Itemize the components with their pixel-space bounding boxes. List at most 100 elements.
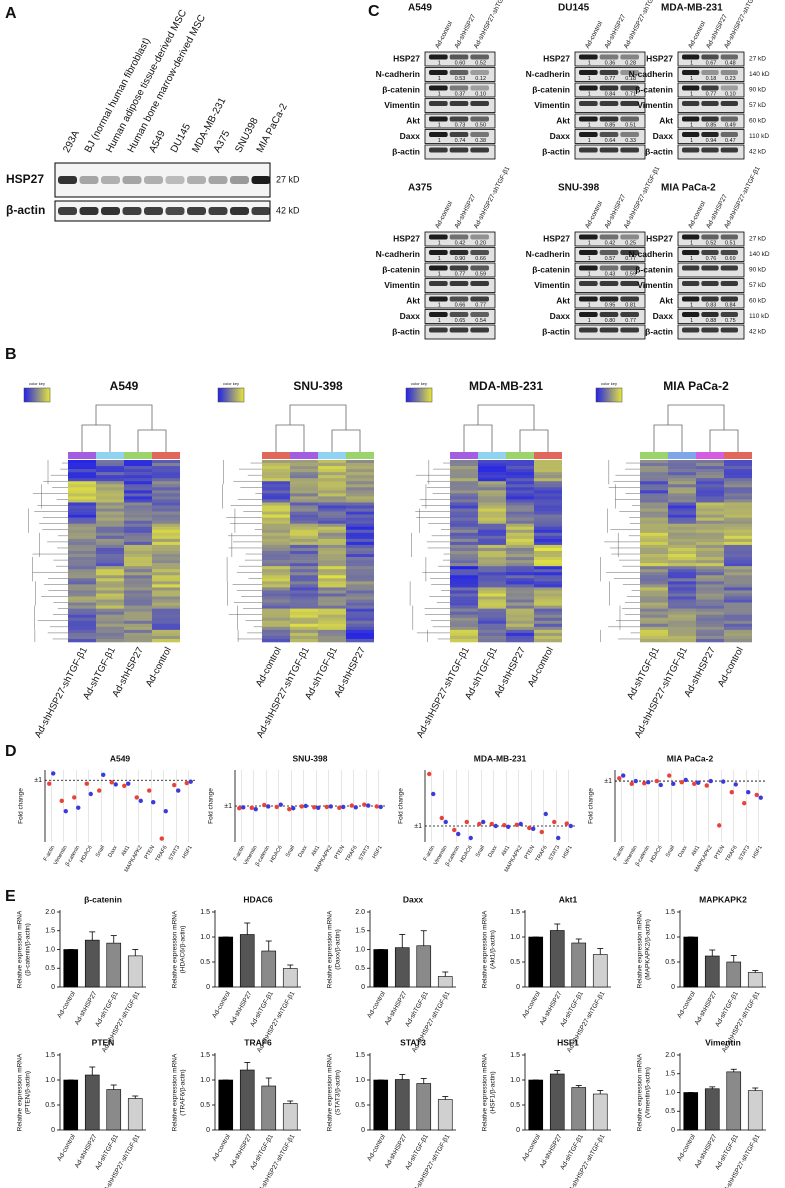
heatmap-cell: [640, 541, 668, 546]
heatmap-cell: [96, 544, 124, 549]
heatmap-cell: [346, 529, 374, 534]
heatmap-cell: [640, 535, 668, 540]
row-label: Vimentin: [384, 100, 420, 110]
y-axis-label: Relative expression mRNA: [637, 1053, 644, 1131]
heatmap-cell: [68, 523, 96, 528]
heatmap-cell: [68, 551, 96, 555]
blot-value: 0.67: [706, 60, 717, 66]
heatmap-cell: [640, 478, 668, 482]
heatmap-cell: [318, 602, 346, 606]
heatmap-cell: [152, 611, 180, 615]
heatmap-cell: [124, 517, 152, 521]
heatmap-cell: [262, 487, 290, 491]
y-tick-label: 1.5: [45, 1052, 55, 1059]
heatmap-cell: [450, 626, 478, 631]
heatmap-cell: [96, 629, 124, 634]
heatmap-cell: [262, 484, 290, 488]
heatmap-cell: [318, 529, 346, 534]
heatmap-cell: [290, 614, 318, 619]
row-label: Vimentin: [384, 280, 420, 290]
heatmap-cell: [290, 638, 318, 643]
blot-band: [720, 250, 738, 255]
heatmap-cell: [346, 505, 374, 509]
heatmap-cell: [696, 499, 724, 503]
heatmap-cell: [478, 544, 506, 549]
blot-value: 1: [438, 318, 441, 324]
blot-band: [470, 101, 489, 106]
blot-band: [701, 312, 719, 317]
x-tick-label: Ad-shHSP27-shTGF-β1: [566, 1133, 607, 1188]
y-axis-label: (MAPKAPK2/β-actin): [645, 919, 652, 980]
heatmap-cell: [506, 569, 534, 573]
blot-band: [470, 132, 489, 137]
heatmap-cell: [506, 499, 534, 503]
lane-label: Ad-shHSP27-shTGF-β1: [723, 0, 762, 50]
y-tick-label: 0.5: [355, 965, 365, 972]
heatmap-cell: [724, 526, 752, 531]
heatmap-cell: [696, 544, 724, 549]
heatmap-cell: [318, 523, 346, 528]
heatmap-cell: [506, 526, 534, 531]
blot-band: [720, 85, 738, 91]
heatmap-cell: [96, 532, 124, 537]
blot-value: 0.54: [475, 318, 486, 324]
heatmap-cell: [450, 502, 478, 506]
heatmap-cell: [506, 466, 534, 470]
heatmap-cell: [318, 587, 346, 591]
heatmap-cell: [68, 584, 96, 588]
row-label: β-catenin: [382, 84, 420, 94]
heatmap-cell: [534, 563, 562, 567]
heatmap-cell: [640, 493, 668, 497]
heatmap-cell: [478, 472, 506, 476]
heatmap-cell: [262, 478, 290, 482]
y-tick-label: 1.5: [200, 1052, 210, 1059]
blot-value: 0.42: [455, 240, 466, 246]
heatmap-cell: [262, 502, 290, 506]
blot-band: [429, 147, 448, 153]
heatmap-cell: [724, 493, 752, 497]
heatmap-cell: [124, 514, 152, 518]
heatmap-cell: [640, 572, 668, 576]
heatmap-cell: [640, 638, 668, 643]
heatmap-cell: [152, 581, 180, 585]
blot-value: 0.74: [455, 138, 466, 144]
heatmap-cell: [262, 593, 290, 597]
heatmap-cell: [124, 484, 152, 488]
blot-band: [144, 207, 163, 215]
heatmap-cell: [640, 469, 668, 473]
blot-value: 1: [438, 271, 441, 277]
blot-value: 0.66: [455, 302, 466, 308]
heatmap-cell: [696, 602, 724, 606]
heatmap-cell: [478, 517, 506, 521]
heatmap-cell: [346, 526, 374, 531]
x-tick-label: Ad-control: [211, 1133, 232, 1163]
heatmap-cell: [290, 511, 318, 515]
blot-band: [701, 147, 719, 153]
blot-value: 0.38: [475, 138, 486, 144]
y-tick-label: 0: [51, 1127, 55, 1134]
blot-band: [720, 265, 738, 271]
heatmap-cell: [124, 569, 152, 573]
heatmap-cell: [506, 517, 534, 521]
heatmap-cell: [346, 487, 374, 491]
heatmap-cell: [68, 508, 96, 512]
blot-value: 0.88: [706, 318, 717, 324]
heatmap-cell: [290, 490, 318, 494]
heatmap-title: A549: [110, 379, 139, 393]
heatmap-cell: [262, 514, 290, 518]
blot-band: [79, 207, 99, 215]
blot-band: [620, 327, 639, 333]
heatmap-cell: [96, 560, 124, 564]
data-point: [646, 779, 651, 785]
y-tick-label: 0: [206, 1127, 210, 1134]
blot-title: A375: [408, 183, 432, 194]
row-label: β-catenin: [635, 84, 673, 94]
heatmap-cell: [262, 535, 290, 540]
heatmap-cell: [506, 587, 534, 591]
data-point: [477, 821, 482, 827]
data-point: [733, 782, 738, 787]
heatmap-cell: [478, 469, 506, 473]
heatmap-cell: [68, 532, 96, 537]
column-color-bar: [290, 452, 318, 459]
heatmap-cell: [668, 463, 696, 467]
